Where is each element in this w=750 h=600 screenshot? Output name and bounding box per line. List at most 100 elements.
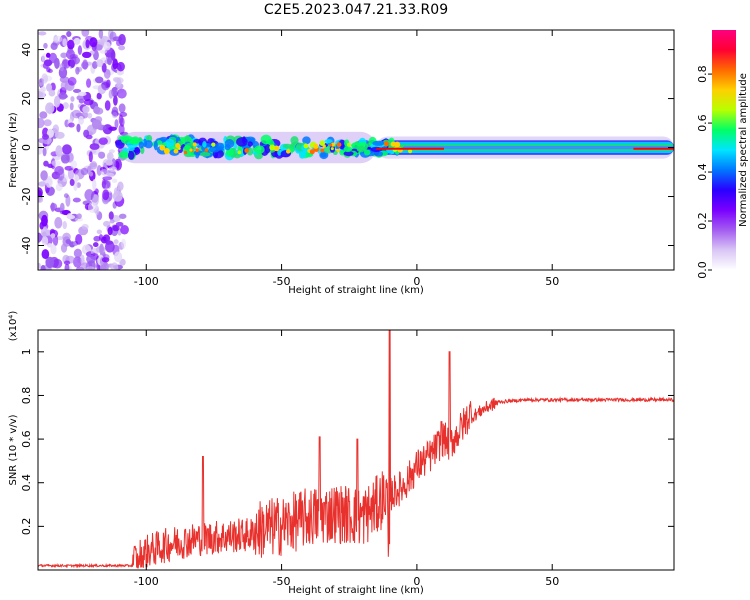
colorbar: 0.0 0.2 0.4 0.6 0.8 Normalized spectral ampl…: [696, 30, 749, 279]
noise-blob: [89, 37, 98, 48]
noise-blob: [38, 196, 44, 203]
y-tick-label: -40: [20, 237, 33, 255]
noise-blob: [73, 37, 81, 45]
snr-x-axis: -100 -50 0 50: [134, 330, 559, 588]
noise-blob: [109, 219, 115, 224]
snr-panel: -100 -50 0 50 0.2 0.4 0.6 0.8 1 Height of strai…: [8, 311, 675, 596]
noise-blob: [54, 35, 63, 43]
noise-blob: [41, 214, 48, 227]
noise-blob: [113, 187, 120, 196]
noise-blob: [50, 233, 56, 239]
noise-blob: [90, 247, 99, 256]
noise-blob: [59, 63, 65, 72]
snr-plot-area: [38, 330, 674, 569]
noise-blob: [101, 180, 111, 189]
band-blob: [165, 138, 175, 148]
noise-blob: [43, 59, 53, 67]
band-hot-spot: [195, 148, 200, 153]
colorbar-tick-label: 0.8: [696, 65, 709, 83]
noise-blob: [83, 129, 90, 138]
band-blob: [363, 149, 371, 156]
noise-blob: [110, 49, 116, 61]
band-blob: [138, 141, 144, 149]
noise-blob: [107, 226, 113, 236]
band-hot-spot: [269, 144, 276, 151]
x-tick-label: 0: [413, 575, 420, 588]
band-blob: [247, 141, 253, 147]
noise-blob: [108, 211, 114, 220]
colorbar-label: Normalized spectral amplitude: [738, 73, 749, 227]
noise-blob: [70, 160, 77, 169]
noise-blob: [38, 117, 45, 129]
y-tick-label: 20: [20, 92, 33, 106]
noise-blob: [59, 210, 70, 215]
noise-blob: [121, 238, 127, 249]
noise-blob: [118, 45, 126, 51]
band-hot-spot: [309, 149, 315, 155]
band-blob: [372, 140, 385, 146]
x-tick-label: -50: [273, 275, 291, 288]
noise-blob: [67, 39, 75, 50]
band-blob: [153, 140, 158, 151]
colorbar-tick-label: 0.2: [696, 212, 709, 230]
spectrogram-plot-area: [38, 30, 674, 270]
band-hot-spot: [192, 142, 197, 147]
noise-blob: [93, 106, 101, 114]
noise-blob: [78, 115, 85, 125]
noise-blob: [72, 88, 82, 93]
noise-blob: [53, 95, 61, 108]
noise-blob: [38, 181, 46, 187]
figure-title: C2E5.2023.047.21.33.R09: [264, 2, 448, 18]
spectrogram-frame: [37, 29, 675, 271]
band-blob: [298, 151, 306, 159]
noise-blob: [59, 202, 65, 213]
band-blob: [118, 150, 130, 159]
snr-y-axis: 0.2 0.4 0.6 0.8 1: [20, 348, 674, 535]
band-blob: [324, 139, 333, 144]
band-blob: [233, 152, 241, 159]
x-tick-label: -100: [134, 575, 159, 588]
noise-blob: [110, 262, 119, 270]
noise-blob: [54, 57, 60, 69]
noise-blob: [92, 179, 97, 191]
noise-blob: [38, 143, 43, 155]
noise-blob: [70, 56, 81, 65]
noise-blob: [98, 137, 108, 145]
noise-blob: [100, 168, 109, 176]
noise-blob: [87, 112, 93, 119]
noise-blob: [63, 193, 69, 199]
band-hot-spot: [346, 142, 351, 147]
noise-blob: [50, 202, 55, 212]
snr-y-multiplier: (x10⁴): [8, 311, 19, 342]
noise-blob: [40, 170, 48, 181]
noise-blob: [66, 213, 73, 220]
band-hot-spot: [336, 148, 340, 153]
noise-blob: [113, 95, 118, 106]
band-blob: [156, 140, 163, 146]
noise-blob: [91, 119, 102, 130]
noise-blob: [105, 235, 111, 246]
snr-x-axis-label: Height of straight line (km): [288, 585, 424, 596]
noise-blob: [59, 76, 70, 83]
band-blob: [127, 150, 135, 160]
noise-blob: [81, 30, 90, 37]
noise-blob: [87, 202, 98, 213]
noise-blob: [89, 143, 100, 150]
noise-blob: [102, 189, 110, 201]
noise-blob: [72, 197, 81, 203]
noise-blob: [111, 178, 118, 184]
noise-blob: [71, 109, 82, 119]
noise-blob: [113, 239, 119, 245]
noise-blob: [108, 166, 118, 172]
noise-blob: [120, 224, 129, 235]
noise-blob: [54, 217, 63, 229]
noise-blob: [116, 88, 127, 99]
noise-blob: [81, 223, 89, 230]
noise-blob: [54, 131, 65, 139]
band-hot-spot: [237, 150, 242, 155]
noise-blob: [41, 249, 50, 260]
colorbar-tick-label: 0.0: [696, 261, 709, 279]
noise-blob: [67, 76, 77, 86]
noise-blob: [75, 66, 80, 75]
band-hot-spot: [319, 140, 326, 146]
